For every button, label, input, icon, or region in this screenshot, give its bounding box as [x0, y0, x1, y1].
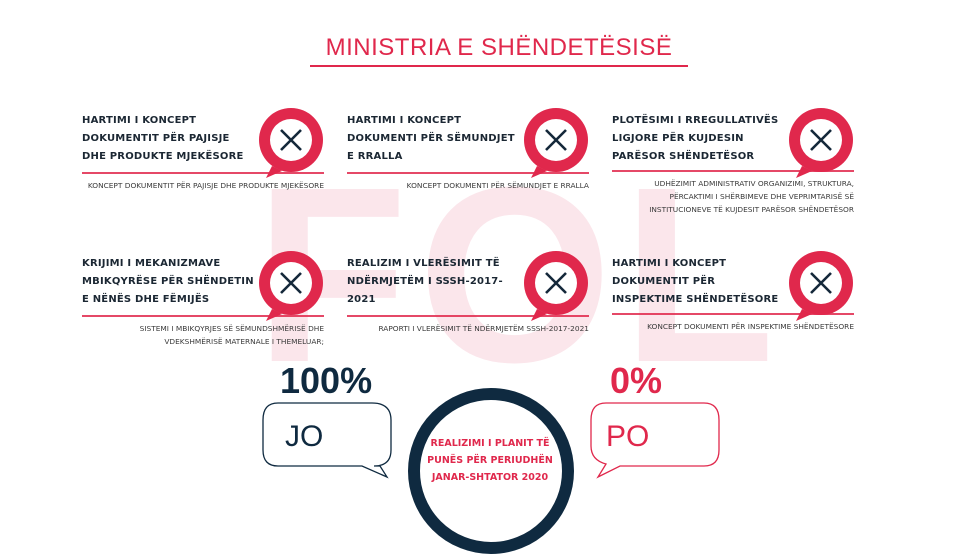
x-mark-speech-bubble-icon	[258, 251, 324, 321]
x-mark-speech-bubble-icon	[258, 108, 324, 178]
yes-percent: 0%	[610, 360, 663, 401]
initiative-title: KRIJIMI I MEKANIZMAVE MBIKQYRËSE PËR SHË…	[82, 258, 254, 305]
initiative-description: KONCEPT DOKUMENTI PËR INSPEKTIME SHËNDET…	[647, 322, 854, 331]
divider	[612, 313, 854, 315]
divider	[347, 315, 589, 317]
x-mark-speech-bubble-icon	[788, 108, 854, 178]
no-percent: 100%	[280, 360, 373, 401]
watermark: FOL	[255, 135, 785, 414]
no-label: JO	[285, 420, 324, 453]
x-mark-speech-bubble-icon	[523, 108, 589, 178]
donut-no-segment	[408, 388, 574, 554]
initiative-description: RAPORTI I VLERËSIMIT TË NDËRMJETËM SSSH-…	[378, 324, 589, 333]
yes-speech-bubble	[590, 402, 720, 479]
divider	[82, 172, 324, 174]
initiative-description: UDHËZIMIT ADMINISTRATIV ORGANIZIMI, STRU…	[649, 179, 854, 214]
initiative-title: HARTIMI I KONCEPT DOKUMENTIT PËR PAJISJE…	[82, 115, 244, 162]
initiative-title: REALIZIM I VLERËSIMIT TË NDËRMJETËM I SS…	[347, 258, 503, 305]
divider	[347, 172, 589, 174]
divider	[612, 170, 854, 172]
no-speech-bubble	[262, 402, 392, 479]
initiative-title: HARTIMI I KONCEPT DOKUMENTIT PËR INSPEKT…	[612, 258, 779, 305]
x-mark-speech-bubble-icon	[788, 251, 854, 321]
initiative-description: SISTEMI I MBIKQYRJES SË SËMUNDSHMËRISË D…	[139, 324, 324, 346]
x-mark-speech-bubble-icon	[523, 251, 589, 321]
initiative-description: KONCEPT DOKUMENTI PËR SËMUNDJET E RRALLA	[406, 181, 589, 190]
title-underline	[310, 65, 688, 67]
yes-label: PO	[606, 420, 650, 453]
completion-donut	[408, 388, 574, 554]
divider	[82, 315, 324, 317]
page-title: MINISTRIA E SHËNDETËSISË	[325, 34, 673, 61]
initiative-description: KONCEPT DOKUMENTIT PËR PAJISJE DHE PRODU…	[87, 181, 324, 190]
initiative-title: PLOTËSIMI I RREGULLATIVËS LIGJORE PËR KU…	[612, 115, 779, 162]
donut-center-text: REALIZIMI I PLANIT TË PUNËS PËR PERIUDHË…	[427, 438, 553, 483]
initiative-title: HARTIMI I KONCEPT DOKUMENTI PËR SËMUNDJE…	[347, 115, 515, 162]
